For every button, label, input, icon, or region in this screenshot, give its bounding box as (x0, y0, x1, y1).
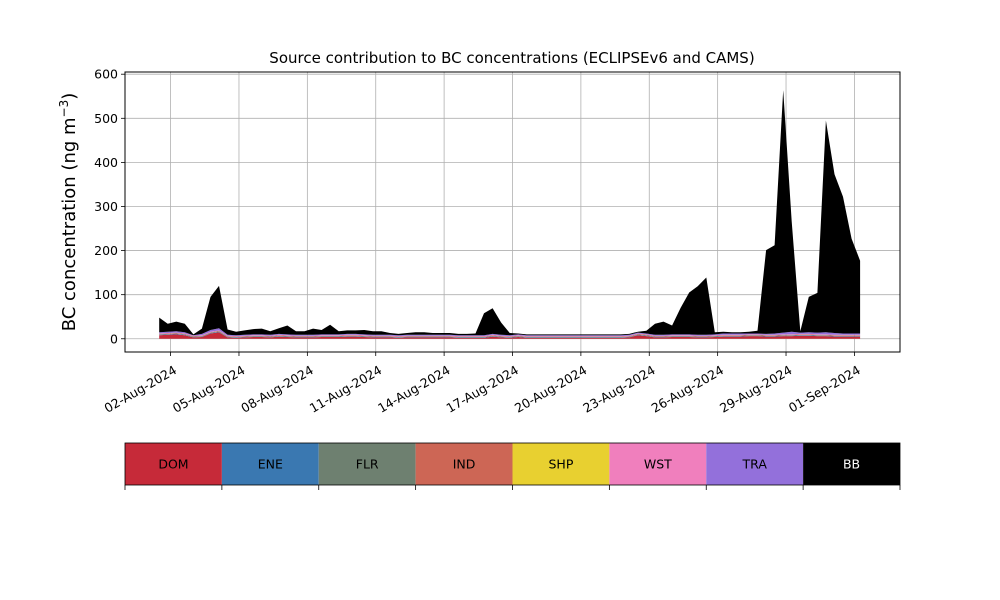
legend-label: IND (453, 457, 476, 472)
y-axis: 0 100 200 300 400 500 600 (94, 67, 125, 346)
legend-item-flr: FLR (318, 443, 416, 485)
area-series-wst (159, 330, 861, 337)
y-axis-label-close: ) (59, 93, 80, 100)
area-series-dom (159, 332, 861, 339)
legend-swatch (318, 443, 416, 485)
legend-label: TRA (742, 457, 768, 472)
y-axis-label-text: BC concentration (ng m (59, 117, 80, 331)
x-tick-label: 26-Aug-2024 (649, 362, 727, 415)
colorbar-legend: DOM ENE FLR IND SHP WST TRA BB (124, 442, 901, 490)
legend-swatch (609, 443, 707, 485)
x-axis: 02-Aug-202405-Aug-202408-Aug-202411-Aug-… (102, 352, 863, 416)
y-axis-label: BC concentration (ng m−3) (57, 93, 80, 332)
legend-swatch (512, 443, 610, 485)
x-tick-label: 23-Aug-2024 (580, 362, 658, 415)
y-tick-label: 500 (94, 111, 118, 126)
legend-item-tra: TRA (706, 443, 804, 485)
chart-title: Source contribution to BC concentrations… (269, 49, 754, 67)
x-tick-label: 11-Aug-2024 (307, 362, 385, 415)
area-series-ind (159, 330, 861, 337)
legend-label: FLR (356, 457, 379, 472)
y-tick-label: 200 (94, 243, 118, 258)
x-tick-label: 29-Aug-2024 (717, 362, 795, 415)
x-tick-label: 01-Sep-2024 (786, 362, 863, 415)
y-tick-label: 100 (94, 287, 118, 302)
x-tick-label: 17-Aug-2024 (443, 362, 521, 415)
legend-swatch (125, 443, 222, 485)
x-tick-label: 02-Aug-2024 (102, 362, 180, 415)
legend-item-wst: WST (609, 443, 707, 485)
legend-item-ene: ENE (221, 443, 319, 485)
y-tick-label: 600 (94, 67, 118, 82)
plot-area: 0 100 200 300 400 500 600 02-Aug-202405-Aug-20… (94, 67, 901, 416)
y-axis-label-exponent: −3 (57, 100, 71, 118)
legend-swatch (221, 443, 319, 485)
legend-item-ind: IND (415, 443, 513, 485)
legend-swatch (803, 443, 900, 485)
legend-label: ENE (258, 457, 283, 472)
stacked-areas (159, 90, 861, 339)
grid (125, 72, 900, 352)
y-tick-label: 0 (110, 331, 118, 346)
legend-label: DOM (158, 457, 188, 472)
y-tick-label: 400 (94, 155, 118, 170)
x-tick-label: 20-Aug-2024 (512, 362, 590, 415)
legend-item-dom: DOM (125, 443, 222, 485)
legend-swatch (415, 443, 513, 485)
legend-label: SHP (549, 457, 574, 472)
x-tick-label: 14-Aug-2024 (375, 362, 453, 415)
x-tick-label: 08-Aug-2024 (238, 362, 316, 415)
area-series-bb (159, 90, 861, 336)
legend-swatch (706, 443, 804, 485)
x-tick-label: 05-Aug-2024 (170, 362, 248, 415)
legend-item-bb: BB (803, 443, 900, 485)
area-series-tra (159, 328, 861, 337)
legend-label: BB (843, 457, 860, 472)
y-tick-label: 300 (94, 199, 118, 214)
area-series-flr (159, 331, 861, 338)
legend-label: WST (644, 457, 672, 472)
legend-item-shp: SHP (512, 443, 610, 485)
area-series-ene (159, 331, 861, 338)
